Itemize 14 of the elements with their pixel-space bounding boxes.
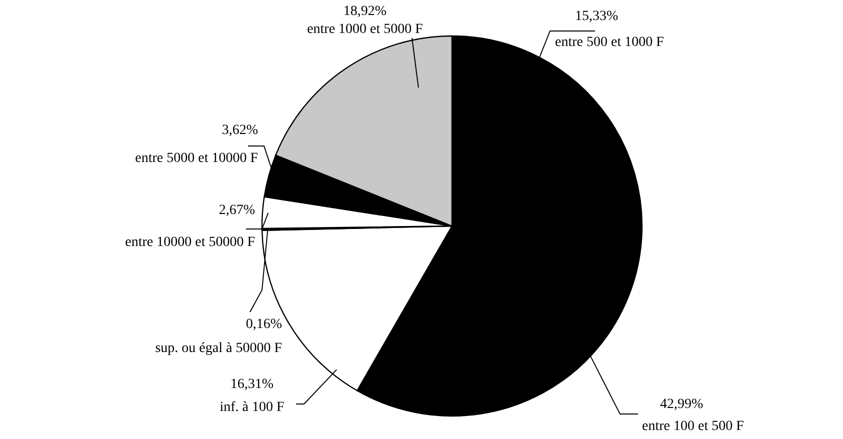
slice-label: sup. ou égal à 50000 F <box>155 341 282 356</box>
slice-label: entre 100 et 500 F <box>642 419 744 434</box>
slice-label: entre 1000 et 5000 F <box>307 22 424 37</box>
data-label: 42,99% <box>660 397 704 412</box>
slice-label: inf. à 100 F <box>220 400 284 415</box>
slice-label: entre 5000 et 10000 F <box>135 151 258 166</box>
data-label: 16,31% <box>230 377 274 392</box>
data-label: 2,67% <box>218 203 256 218</box>
data-label: 15,33% <box>575 9 618 24</box>
data-label: 18,92% <box>343 4 387 19</box>
data-label: 0,16% <box>246 317 282 332</box>
data-label: 3,62% <box>222 123 258 138</box>
slice-label: entre 10000 et 50000 F <box>125 235 256 250</box>
slice-label: entre 500 et 1000 F <box>555 35 664 50</box>
